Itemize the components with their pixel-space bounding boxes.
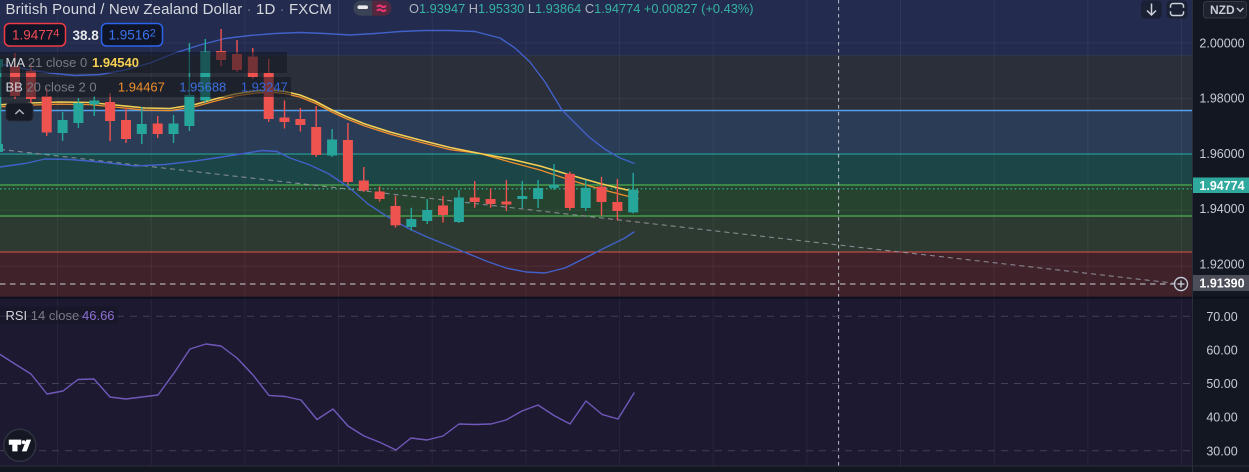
svg-text:1.96000: 1.96000 [1199,147,1244,161]
svg-text:1.98000: 1.98000 [1199,92,1244,106]
svg-text:1.95162: 1.95162 [109,28,156,43]
svg-text:O1.93947 H1.95330 L1.93864 C1.: O1.93947 H1.95330 L1.93864 C1.94774 +0.0… [409,1,753,16]
svg-text:40.00: 40.00 [1206,411,1237,425]
svg-text:NZD: NZD [1210,3,1235,17]
svg-text:1.94000: 1.94000 [1199,202,1244,216]
svg-text:MA 21 close 01.94540: MA 21 close 0 1.94540 [6,55,140,70]
svg-text:50.00: 50.00 [1206,377,1237,391]
svg-text:60.00: 60.00 [1206,343,1237,357]
svg-text:1.94774: 1.94774 [12,28,59,43]
svg-text:30.00: 30.00 [1206,444,1237,458]
svg-text:1.92000: 1.92000 [1199,257,1244,271]
svg-text:British Pound / New Zealand Do: British Pound / New Zealand Dollar · 1D … [6,1,332,18]
svg-text:1.94774: 1.94774 [1199,179,1244,193]
svg-text:1.91390: 1.91390 [1199,277,1244,291]
svg-text:70.00: 70.00 [1206,310,1237,324]
svg-text:38.8: 38.8 [73,28,100,43]
svg-text:2.00000: 2.00000 [1199,36,1244,50]
